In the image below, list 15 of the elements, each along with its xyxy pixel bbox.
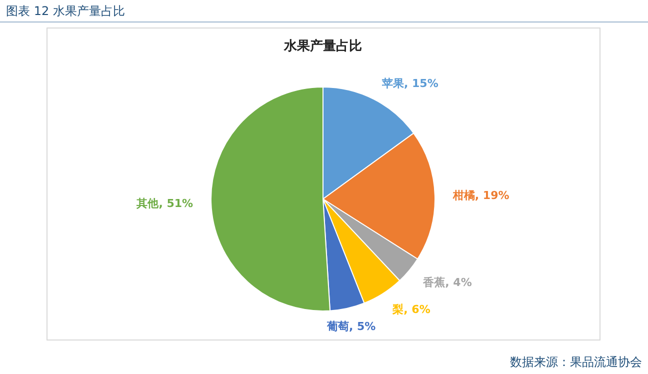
slice-label: 苹果 [381,77,406,90]
data-label: , 15% [404,77,438,90]
data-label: , 51% [158,197,194,210]
data-label: , 4% [445,276,472,289]
slice-label: 其他 [136,197,160,210]
slice-label: 梨 [392,302,404,316]
data-label: , 5% [349,320,376,333]
slice-label: 香蕉 [422,276,446,289]
chart-title: 水果产量占比 [283,38,362,54]
slice-label: 葡萄 [326,320,350,333]
slice-label: 柑橘 [452,188,475,202]
text: 图表 12 水果产量占比 [6,4,125,18]
source-note: 数据来源：果品流通协会 [510,355,642,369]
data-label: , 6% [404,302,430,316]
data-label: , 19% [474,188,510,202]
